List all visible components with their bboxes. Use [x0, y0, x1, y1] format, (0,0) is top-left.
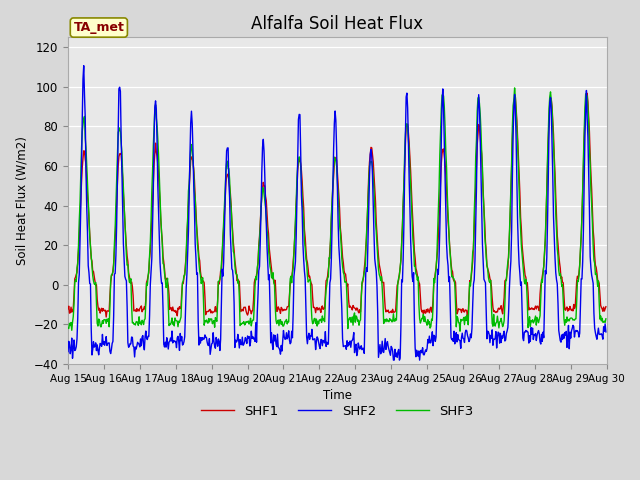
SHF1 [64, 306, 72, 312]
SHF3 [184, 214, 191, 220]
SHF1 [583, 90, 591, 96]
SHF1 [184, 219, 191, 225]
SHF2 [130, 344, 138, 350]
SHF3 [74, 261, 81, 266]
SHF2 [64, 349, 72, 355]
Legend: SHF1, SHF2, SHF3: SHF1, SHF2, SHF3 [196, 399, 479, 423]
SHF2 [602, 329, 610, 335]
Line: SHF1: SHF1 [68, 93, 606, 318]
Text: TA_met: TA_met [74, 21, 124, 34]
SHF2 [80, 63, 88, 69]
SHF1 [418, 309, 426, 315]
SHF3 [403, 121, 410, 127]
Line: SHF3: SHF3 [68, 88, 606, 331]
SHF2 [74, 315, 81, 321]
SHF3 [129, 320, 137, 325]
Title: Alfalfa Soil Heat Flux: Alfalfa Soil Heat Flux [252, 15, 424, 33]
SHF1 [74, 258, 81, 264]
SHF1 [129, 293, 137, 299]
SHF2 [419, 352, 427, 358]
SHF2 [390, 357, 397, 363]
SHF2 [213, 338, 221, 344]
X-axis label: Time: Time [323, 389, 352, 402]
SHF1 [403, 122, 410, 128]
SHF1 [602, 304, 610, 310]
SHF1 [463, 315, 471, 321]
Line: SHF2: SHF2 [68, 66, 606, 360]
SHF3 [456, 328, 464, 334]
SHF2 [404, 105, 412, 111]
Y-axis label: Soil Heat Flux (W/m2): Soil Heat Flux (W/m2) [15, 136, 28, 265]
SHF3 [602, 316, 610, 322]
SHF3 [64, 325, 72, 331]
SHF1 [212, 309, 220, 315]
SHF3 [418, 315, 426, 321]
SHF3 [511, 85, 518, 91]
SHF2 [184, 228, 192, 234]
SHF3 [212, 317, 220, 323]
